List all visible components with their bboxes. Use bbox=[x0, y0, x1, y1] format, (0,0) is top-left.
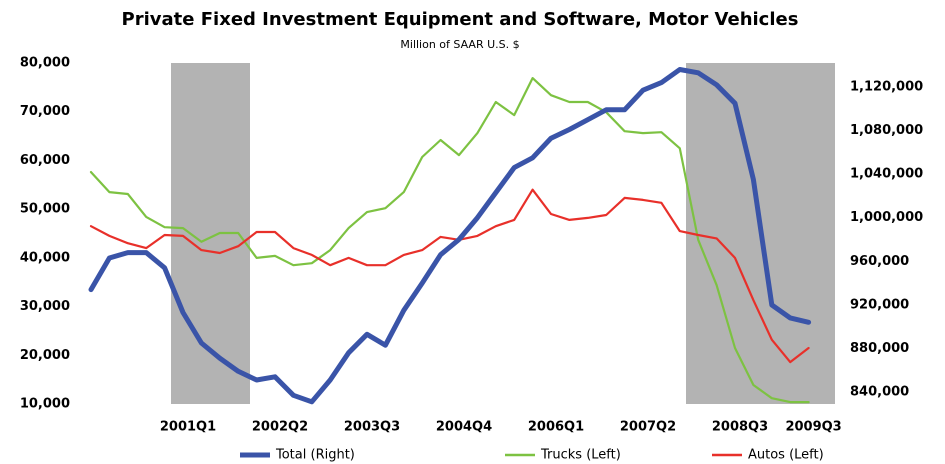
y2-tick-label: 840,000 bbox=[850, 385, 909, 400]
y-tick-label: 40,000 bbox=[20, 250, 70, 265]
x-tick-label: 2003Q3 bbox=[344, 420, 400, 435]
legend-label: Total (Right) bbox=[275, 448, 355, 463]
x-tick-label: 2002Q2 bbox=[252, 420, 308, 435]
x-tick-label: 2007Q2 bbox=[620, 420, 676, 435]
y2-tick-label: 960,000 bbox=[850, 254, 909, 269]
series-line bbox=[88, 67, 812, 405]
x-tick-label: 2001Q1 bbox=[160, 420, 216, 435]
legend-label: Trucks (Left) bbox=[540, 448, 621, 463]
series-line bbox=[89, 188, 810, 364]
y-tick-label: 20,000 bbox=[20, 348, 70, 363]
series-line bbox=[89, 77, 810, 404]
y-tick-label: 60,000 bbox=[20, 153, 70, 168]
x-tick-label: 2008Q3 bbox=[712, 420, 768, 435]
y-tick-label: 10,000 bbox=[20, 397, 70, 412]
y2-tick-label: 1,080,000 bbox=[850, 123, 923, 138]
y2-tick-label: 1,000,000 bbox=[850, 210, 923, 225]
chart-title: Private Fixed Investment Equipment and S… bbox=[122, 9, 799, 30]
chart-subtitle: Million of SAAR U.S. $ bbox=[400, 38, 519, 51]
x-tick-label: 2006Q1 bbox=[528, 420, 584, 435]
y2-tick-label: 1,120,000 bbox=[850, 79, 923, 94]
y-tick-label: 70,000 bbox=[20, 104, 70, 119]
y-tick-label: 80,000 bbox=[20, 56, 70, 71]
y2-tick-label: 920,000 bbox=[850, 297, 909, 312]
x-tick-label: 2004Q4 bbox=[436, 420, 492, 435]
x-tick-label: 2009Q3 bbox=[785, 420, 841, 435]
y2-tick-label: 1,040,000 bbox=[850, 167, 923, 182]
y-tick-label: 50,000 bbox=[20, 202, 70, 217]
y2-tick-label: 880,000 bbox=[850, 341, 909, 356]
legend-label: Autos (Left) bbox=[748, 448, 824, 463]
y-tick-label: 30,000 bbox=[20, 299, 70, 314]
